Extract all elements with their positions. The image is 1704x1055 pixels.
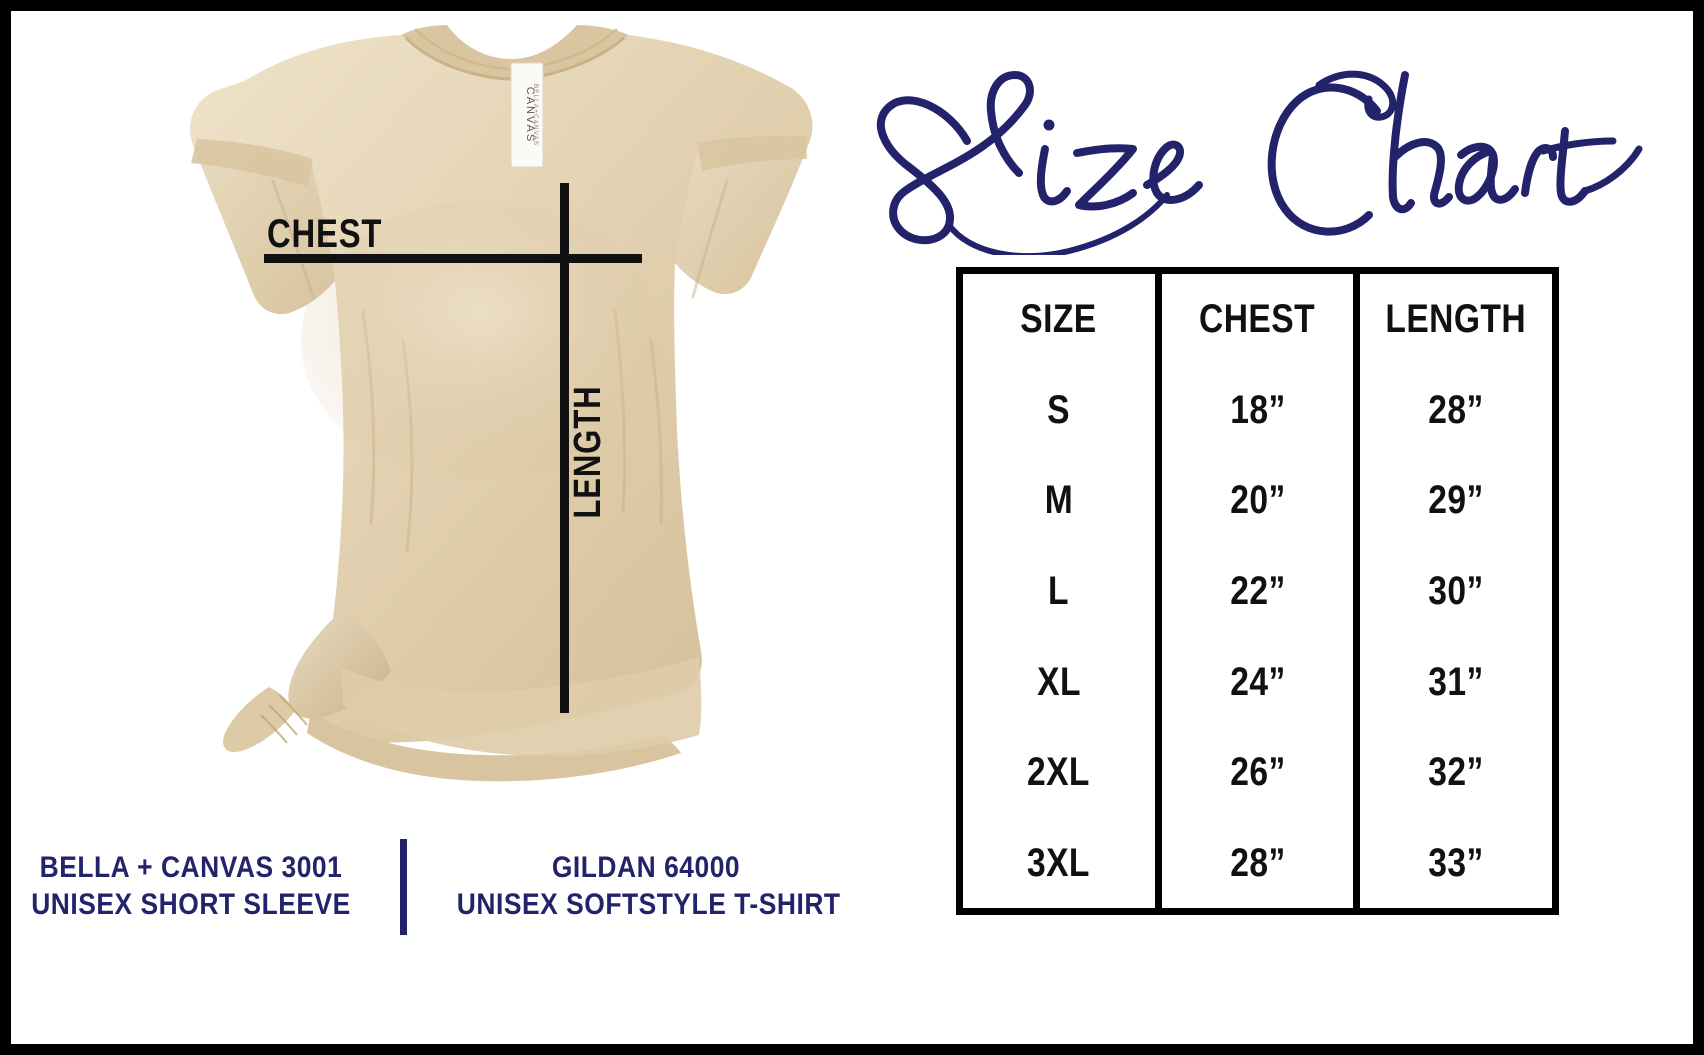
brand-divider — [400, 839, 407, 935]
length-measure-line — [560, 183, 569, 713]
neck-tag: CANVAS BELLA+CANVAS — [510, 62, 544, 168]
table-row: 2XL — [1027, 750, 1091, 795]
table-row: XL — [1036, 659, 1081, 704]
table-row: 31” — [1428, 659, 1484, 704]
svg-text:CANVAS: CANVAS — [524, 87, 536, 143]
svg-text:BELLA+CANVAS: BELLA+CANVAS — [532, 84, 539, 146]
table-row: M — [1044, 478, 1074, 523]
table-row: 24” — [1229, 659, 1286, 704]
page-title — [849, 45, 1689, 255]
brand-left-line2: UNISEX SHORT SLEEVE — [31, 888, 351, 921]
table-row: 26” — [1229, 750, 1286, 795]
brand-bella-canvas: BELLA + CANVAS 3001 UNISEX SHORT SLEEVE — [11, 850, 376, 923]
table-row: 28” — [1229, 840, 1286, 885]
table-row: 20” — [1229, 478, 1286, 523]
table-row: S — [1047, 387, 1071, 432]
table-row: 33” — [1428, 840, 1484, 885]
column-header-length: LENGTH — [1385, 297, 1527, 342]
brand-caption-row: BELLA + CANVAS 3001 UNISEX SHORT SLEEVE … — [11, 827, 856, 947]
table-row: 29” — [1428, 478, 1484, 523]
brand-gildan: GILDAN 64000 UNISEX SOFTSTYLE T-SHIRT — [431, 850, 861, 923]
size-chart-script-title — [876, 70, 1643, 255]
size-table-column-size: SIZE S M L XL 2XL 3XL — [963, 274, 1155, 908]
chest-measure-label: CHEST — [267, 212, 383, 256]
column-header-size: SIZE — [1020, 297, 1098, 342]
brand-left-line1: BELLA + CANVAS 3001 — [39, 851, 343, 885]
shirt-hem — [307, 711, 681, 782]
right-cuff — [697, 136, 807, 171]
tshirt-graphic: CANVAS BELLA+CANVAS — [189, 25, 813, 782]
left-sleeve — [193, 145, 335, 315]
right-sleeve — [675, 140, 809, 295]
table-row: 18” — [1229, 387, 1286, 432]
size-table-column-chest: CHEST 18” 20” 22” 24” 26” 28” — [1154, 274, 1354, 908]
size-chart-canvas: CANVAS BELLA+CANVAS — [11, 11, 1693, 1044]
size-table-column-length: LENGTH 28” 29” 30” 31” 32” 33” — [1353, 274, 1552, 908]
brand-right-line2: UNISEX SOFTSTYLE T-SHIRT — [456, 888, 841, 921]
chest-measure-line — [264, 254, 642, 263]
fabric-highlight — [301, 201, 661, 481]
column-header-chest: CHEST — [1199, 297, 1316, 342]
length-measure-label: LENGTH — [567, 385, 609, 519]
brand-right-line1: GILDAN 64000 — [551, 851, 741, 885]
tshirt-illustration: CANVAS BELLA+CANVAS — [11, 11, 856, 811]
table-row: 22” — [1229, 569, 1286, 614]
table-row: 28” — [1428, 387, 1484, 432]
table-row: 3XL — [1027, 840, 1091, 885]
table-row: L — [1048, 569, 1070, 614]
table-row: 32” — [1428, 750, 1484, 795]
shirt-lower-drape — [341, 657, 702, 757]
table-row: 30” — [1428, 569, 1484, 614]
left-cuff — [191, 139, 313, 187]
size-table: SIZE S M L XL 2XL 3XL CHEST 18” — [956, 267, 1559, 915]
